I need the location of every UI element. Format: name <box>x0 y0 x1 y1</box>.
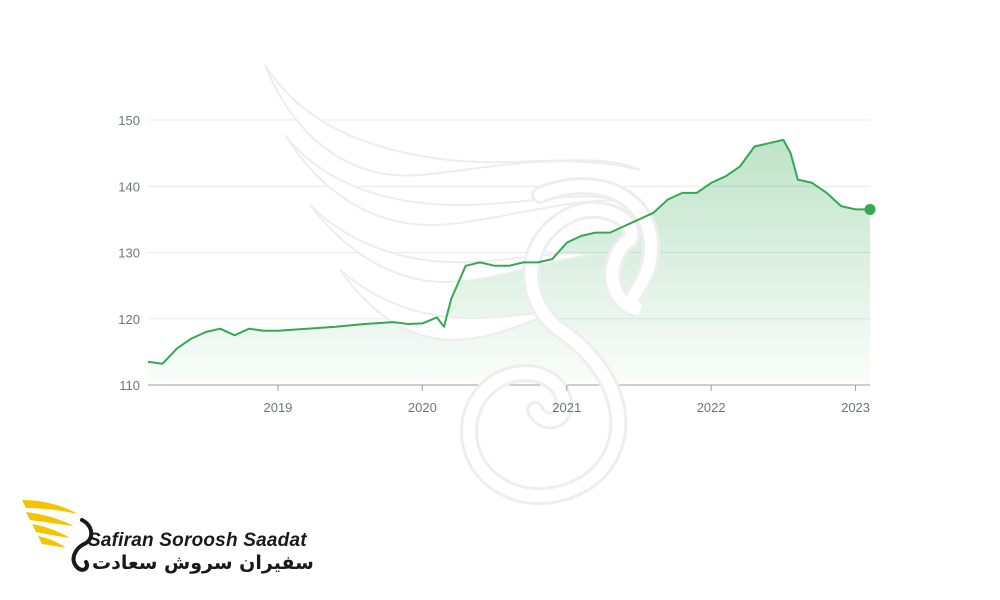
y-tick-label: 110 <box>119 378 140 393</box>
y-tick-label: 140 <box>118 179 140 194</box>
series-line <box>147 138 870 365</box>
price-line <box>147 138 870 365</box>
end-point-marker <box>864 203 876 215</box>
x-tick-label: 2022 <box>697 400 726 415</box>
area-fill-path <box>148 139 870 385</box>
y-axis: 110 120 130 140 150 <box>118 113 140 393</box>
x-tick-label: 2021 <box>552 400 581 415</box>
brand-name-persian: سفیران سروش سعادت <box>92 552 314 574</box>
brand-name-english: Safiran Soroosh Saadat <box>88 530 307 551</box>
y-tick-label: 150 <box>118 113 140 128</box>
brand-logo-icon <box>22 500 94 572</box>
x-axis: 2019 2020 2021 2022 2023 <box>263 385 870 415</box>
y-tick-label: 130 <box>118 246 140 261</box>
y-tick-label: 120 <box>118 312 140 327</box>
x-tick-label: 2023 <box>841 400 870 415</box>
x-tick-label: 2019 <box>263 400 292 415</box>
x-tick-label: 2020 <box>408 400 437 415</box>
area-fill <box>148 139 870 385</box>
